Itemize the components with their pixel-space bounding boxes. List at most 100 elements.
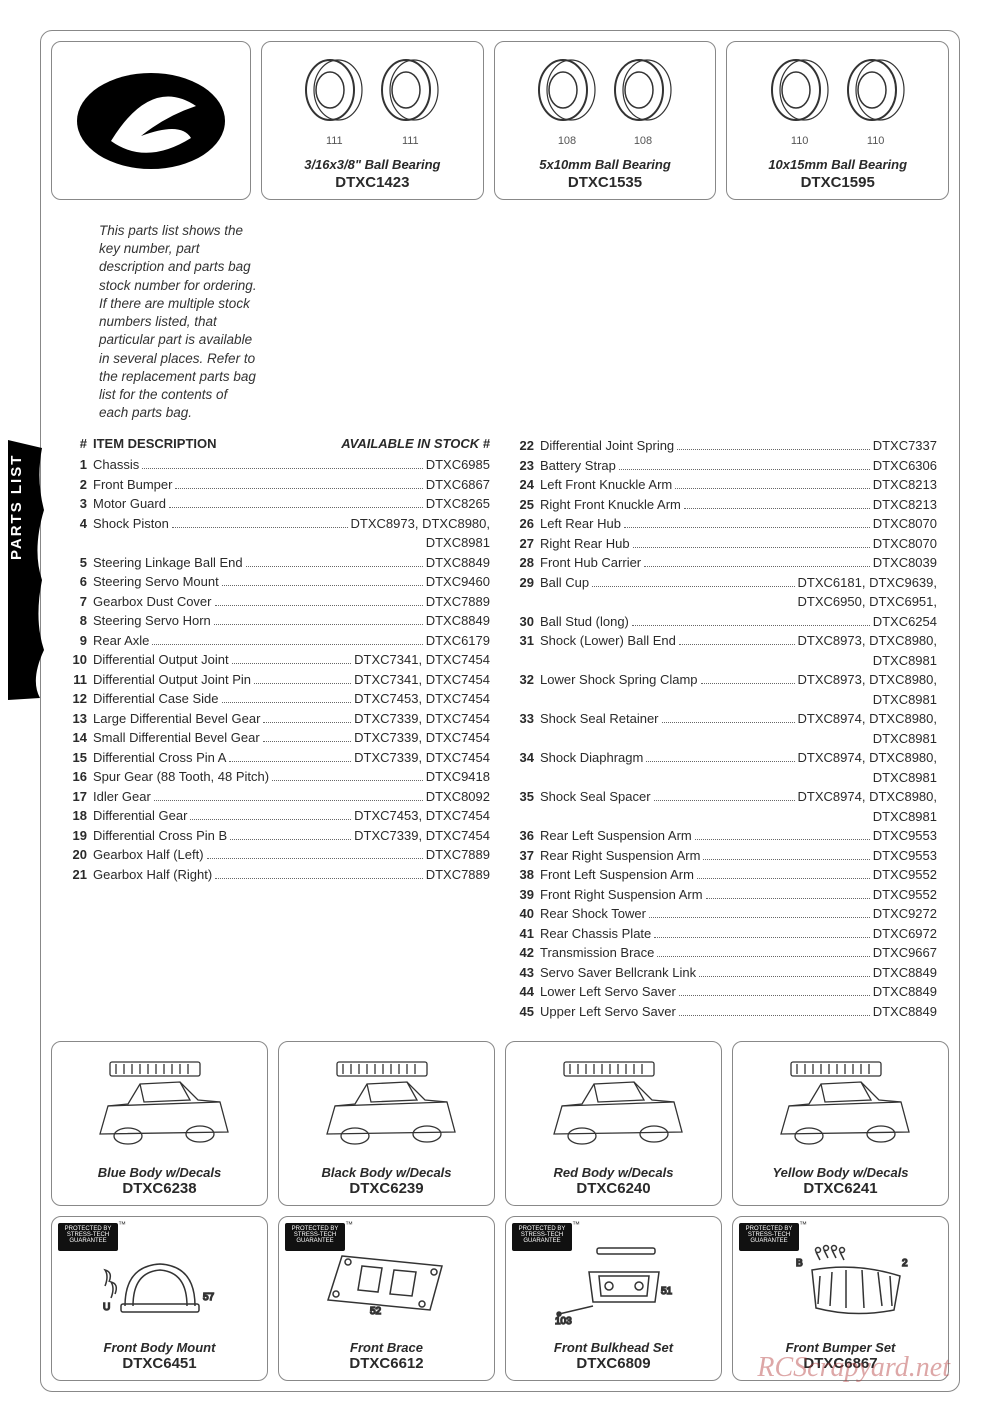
part-row: 39 Front Right Suspension Arm DTXC9552 — [510, 885, 937, 905]
part-num: 25 — [510, 495, 540, 515]
part-stock: DTXC8849 — [426, 611, 490, 631]
parts-area: # ITEM DESCRIPTION AVAILABLE IN STOCK # … — [51, 436, 949, 1031]
truck-body-icon — [761, 1056, 921, 1156]
bearing-cell: 108 108 5x10mm Ball BearingDTXC1535 — [494, 41, 717, 200]
part-desc: Shock Seal Retainer — [540, 709, 659, 729]
dot-leader — [624, 527, 870, 528]
dot-leader — [701, 683, 795, 684]
part-stock: DTXC6181, DTXC9639, — [798, 573, 937, 593]
part-stock: DTXC6254 — [873, 612, 937, 632]
dot-leader — [263, 741, 351, 742]
part-row: 7 Gearbox Dust Cover DTXC7889 — [63, 592, 490, 612]
part-stock: DTXC9667 — [873, 943, 937, 963]
part-row: 44 Lower Left Servo Saver DTXC8849 — [510, 982, 937, 1002]
cell-code: DTXC6451 — [58, 1355, 261, 1372]
svg-text:103: 103 — [555, 1316, 572, 1326]
dot-leader — [263, 722, 351, 723]
part-desc: Front Right Suspension Arm — [540, 885, 703, 905]
dot-leader — [142, 468, 422, 469]
left-list: 1 Chassis DTXC69852 Front Bumper DTXC686… — [63, 455, 490, 884]
part-stock: DTXC8070 — [873, 534, 937, 554]
dot-leader — [175, 488, 422, 489]
part-stock: DTXC8849 — [873, 1002, 937, 1022]
part-desc: Left Rear Hub — [540, 514, 621, 534]
body-cell: Blue Body w/Decals DTXC6238 — [51, 1041, 268, 1206]
part-num: 27 — [510, 534, 540, 554]
dot-leader — [619, 469, 870, 470]
part-num: 22 — [510, 436, 540, 456]
part-stock: DTXC8974, DTXC8980, — [798, 787, 937, 807]
dot-leader — [699, 976, 870, 977]
part-desc: Rear Left Suspension Arm — [540, 826, 692, 846]
part-row: 10 Differential Output Joint DTXC7341, D… — [63, 650, 490, 670]
part-num: 20 — [63, 845, 93, 865]
part-row: 31 Shock (Lower) Ball End DTXC8973, DTXC… — [510, 631, 937, 651]
dot-leader — [214, 624, 423, 625]
part-num: 39 — [510, 885, 540, 905]
part-row: 13 Large Differential Bevel Gear DTXC733… — [63, 709, 490, 729]
part-row: 1 Chassis DTXC6985 — [63, 455, 490, 475]
right-spacer — [500, 212, 949, 436]
page-frame: 111 111 3/16x3/8" Ball BearingDTXC1423 1… — [40, 30, 960, 1392]
dot-leader — [633, 547, 870, 548]
part-row: 30 Ball Stud (long) DTXC6254 — [510, 612, 937, 632]
part-num: 32 — [510, 670, 540, 690]
part-stock: DTXC8849 — [426, 553, 490, 573]
part-desc: Spur Gear (88 Tooth, 48 Pitch) — [93, 767, 269, 787]
part-num: 37 — [510, 846, 540, 866]
part-stock: DTXC9552 — [873, 885, 937, 905]
part-num: 13 — [63, 709, 93, 729]
part-num: 31 — [510, 631, 540, 651]
cell-code: DTXC6239 — [285, 1180, 488, 1197]
part-row: 5 Steering Linkage Ball End DTXC8849 — [63, 553, 490, 573]
part-row: 22 Differential Joint Spring DTXC7337 — [510, 436, 937, 456]
part-row: 26 Left Rear Hub DTXC8070 — [510, 514, 937, 534]
part-num: 36 — [510, 826, 540, 846]
svg-text:57: 57 — [203, 1292, 215, 1303]
part-row: 43 Servo Saver Bellcrank Link DTXC8849 — [510, 963, 937, 983]
part-num: 30 — [510, 612, 540, 632]
part-num: 43 — [510, 963, 540, 983]
dot-leader — [632, 625, 870, 626]
part-num: 26 — [510, 514, 540, 534]
part-desc: Differential Joint Spring — [540, 436, 674, 456]
part-row: 38 Front Left Suspension Arm DTXC9552 — [510, 865, 937, 885]
guarantee-badge: PROTECTED BY STRESS-TECH GUARANTEE — [739, 1223, 799, 1251]
part-row: 2 Front Bumper DTXC6867 — [63, 475, 490, 495]
content-row: This parts list shows the key number, pa… — [51, 212, 949, 436]
cell-label: Front Bumper Set — [739, 1340, 942, 1355]
part-stock: DTXC8973, DTXC8980, — [798, 631, 937, 651]
part-stock: DTXC6306 — [873, 456, 937, 476]
dot-leader — [229, 761, 351, 762]
dot-leader — [169, 507, 423, 508]
part-desc: Rear Chassis Plate — [540, 924, 651, 944]
part-row: 19 Differential Cross Pin B DTXC7339, DT… — [63, 826, 490, 846]
part-num: 42 — [510, 943, 540, 963]
part-row: 28 Front Hub Carrier DTXC8039 — [510, 553, 937, 573]
part-row: 29 Ball Cup DTXC6181, DTXC9639, — [510, 573, 937, 593]
part-stock: DTXC8973, DTXC8980, — [798, 670, 937, 690]
part-stock: DTXC8849 — [873, 963, 937, 983]
part-row: 33 Shock Seal Retainer DTXC8974, DTXC898… — [510, 709, 937, 729]
svg-text:52: 52 — [370, 1306, 382, 1317]
part-row: 40 Rear Shock Tower DTXC9272 — [510, 904, 937, 924]
part-num: 41 — [510, 924, 540, 944]
bearing-label: 10x15mm Ball Bearing — [735, 157, 940, 172]
part-num: 3 — [63, 494, 93, 514]
part-stock: DTXC7889 — [426, 592, 490, 612]
part-desc: Gearbox Dust Cover — [93, 592, 212, 612]
part-stock: DTXC7339, DTXC7454 — [354, 748, 490, 768]
part-desc: Right Rear Hub — [540, 534, 630, 554]
part-stock-cont: DTXC8981 — [510, 729, 937, 749]
cell-code: DTXC6240 — [512, 1180, 715, 1197]
part-stock: DTXC9460 — [426, 572, 490, 592]
part-row: 8 Steering Servo Horn DTXC8849 — [63, 611, 490, 631]
part-num: 33 — [510, 709, 540, 729]
part-row: 9 Rear Axle DTXC6179 — [63, 631, 490, 651]
dot-leader — [706, 898, 870, 899]
part-num: 44 — [510, 982, 540, 1002]
dot-leader — [657, 956, 869, 957]
part-row: 25 Right Front Knuckle Arm DTXC8213 — [510, 495, 937, 515]
cell-label: Black Body w/Decals — [285, 1165, 488, 1180]
part-stock: DTXC6972 — [873, 924, 937, 944]
